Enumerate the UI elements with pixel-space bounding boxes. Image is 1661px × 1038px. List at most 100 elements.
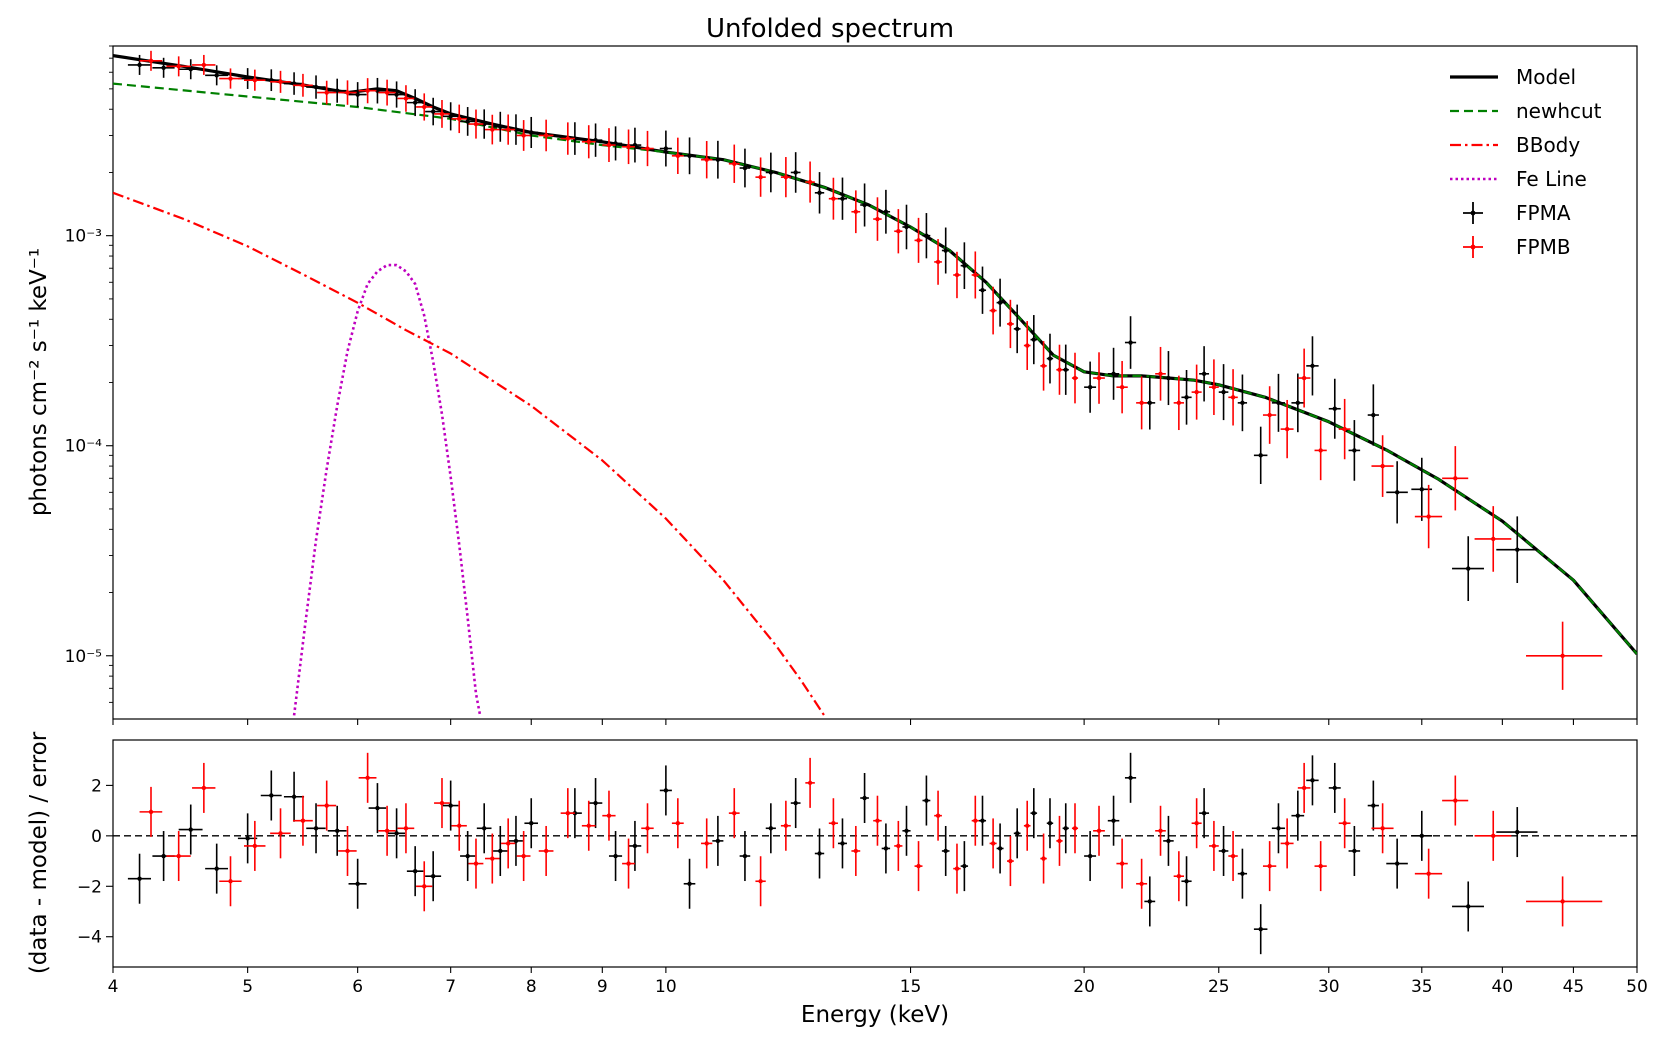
- fpma-residual: [659, 765, 672, 816]
- fpma-residual: [368, 783, 387, 834]
- fpma-point: [1181, 370, 1192, 425]
- fpmb-residual: [1371, 803, 1394, 854]
- fpmb-point: [338, 80, 357, 105]
- x-tick-label: 10: [655, 977, 677, 997]
- fpmb-point: [1442, 446, 1469, 511]
- legend-label: newhcut: [1516, 99, 1602, 123]
- fpma-residual: [1199, 788, 1210, 839]
- fpmb-residual: [755, 856, 766, 907]
- fpmb-point: [622, 129, 635, 165]
- bottom-y-tick-label: −2: [77, 877, 102, 897]
- fpma-residual: [881, 823, 891, 874]
- fpmb-point: [516, 120, 531, 151]
- fpma-residual: [790, 778, 801, 829]
- fpma-point: [739, 148, 751, 188]
- fpmb-residual: [139, 786, 163, 837]
- fpma-point: [283, 72, 305, 95]
- fpmb-residual: [397, 803, 415, 854]
- fpmb-point: [1414, 484, 1443, 549]
- fpmb-residual: [1314, 841, 1327, 892]
- fpmb-residual: [1191, 798, 1202, 849]
- fpma-residual: [1328, 762, 1341, 813]
- x-tick-label: 20: [1073, 977, 1095, 997]
- fpma-point: [1452, 536, 1484, 602]
- fpma-residual: [406, 846, 424, 897]
- fpmb-point: [805, 161, 815, 203]
- fpmb-point: [1209, 359, 1219, 415]
- fpma-residual: [996, 823, 1004, 874]
- fpmb-residual: [1071, 803, 1079, 854]
- bottom-y-ticks: 2 0 −2 −4: [77, 776, 113, 948]
- fpmb-residual: [292, 795, 313, 846]
- x-tick-label: 45: [1563, 977, 1585, 997]
- fpmb-residual: [1056, 815, 1063, 866]
- fpmb-point: [1116, 361, 1128, 414]
- fpmb-residual: [1209, 820, 1219, 871]
- bottom-plot-frame: [112, 739, 1638, 968]
- fpmb-residual: [1228, 831, 1238, 882]
- x-tick-label: 50: [1626, 977, 1648, 997]
- residual-points: [127, 752, 1603, 955]
- fpma-residual: [388, 808, 406, 859]
- fpma-residual: [1144, 876, 1156, 927]
- legend-label: Model: [1516, 65, 1576, 89]
- fpma-point: [205, 65, 229, 86]
- fpmb-point: [317, 80, 337, 105]
- fpma-point: [1328, 378, 1341, 439]
- fpmb-residual: [219, 856, 242, 907]
- fpma-point: [922, 213, 931, 259]
- fpmb-residual: [914, 841, 923, 892]
- fpma-point: [765, 152, 776, 193]
- fpma-residual: [508, 815, 523, 866]
- fpmb-point: [1071, 352, 1079, 404]
- fpma-point: [1046, 333, 1054, 384]
- fpma-residual: [814, 828, 825, 879]
- fpmb-residual: [1040, 833, 1047, 884]
- fpma-residual: [476, 803, 492, 854]
- fpmb-residual: [270, 808, 291, 859]
- fpma-point: [493, 111, 508, 142]
- legend-label: FPMA: [1516, 201, 1571, 225]
- fpma-point: [941, 227, 950, 274]
- bottom-x-ticks: 4 5 6 7 8 9 10 15 20 25 30 35 40 45 50: [108, 967, 1648, 997]
- top-y-tick-label: 10⁻³: [65, 227, 102, 247]
- x-tick-label: 6: [352, 977, 363, 997]
- fpma-point: [814, 172, 825, 214]
- fpmb-point: [378, 79, 396, 106]
- fpmb-point: [416, 93, 433, 121]
- fpmb-point: [701, 141, 713, 179]
- fpmb-residual: [538, 825, 554, 876]
- fpmb-point: [894, 209, 903, 254]
- x-tick-label: 5: [242, 977, 253, 997]
- fpma-residual: [205, 843, 229, 894]
- fpmb-residual: [1006, 836, 1014, 887]
- bottom-y-tick-label: 2: [91, 776, 102, 796]
- fpmb-point: [1056, 344, 1063, 395]
- bottom-panel: 20−2−4 4 5 6 7 8 9 10 15 20 25 30 35 40 45 50 (data - …: [26, 731, 1648, 1028]
- fpma-point: [178, 59, 203, 80]
- fpma-residual: [327, 805, 347, 856]
- fpma-residual: [608, 831, 623, 882]
- top-y-tick-label: 10⁻⁴: [65, 437, 103, 457]
- fpmb-point: [728, 144, 740, 183]
- x-axis-label: Energy (keV): [801, 1002, 949, 1028]
- fpmb-residual: [1280, 818, 1294, 869]
- fpmb-residual: [971, 795, 979, 846]
- fpmb-point: [397, 85, 415, 112]
- fpmb-residual: [934, 790, 942, 841]
- fpmb-point: [166, 56, 191, 77]
- chart-title: Unfolded spectrum: [706, 14, 954, 44]
- fpmb-point: [914, 217, 923, 263]
- fpma-point: [152, 57, 175, 78]
- fpma-residual: [1411, 810, 1433, 861]
- bottom-y-tick-label: 0: [91, 827, 102, 847]
- fpma-residual: [237, 813, 258, 864]
- legend-label: FPMB: [1516, 235, 1571, 259]
- x-tick-label: 30: [1318, 977, 1340, 997]
- fpma-residual: [1062, 803, 1069, 854]
- fpmb-residual: [1093, 805, 1105, 856]
- fpmb-point: [560, 122, 575, 155]
- fpmb-point: [292, 73, 313, 97]
- fpmb-residual: [468, 838, 484, 889]
- fpmb-point: [1136, 376, 1148, 430]
